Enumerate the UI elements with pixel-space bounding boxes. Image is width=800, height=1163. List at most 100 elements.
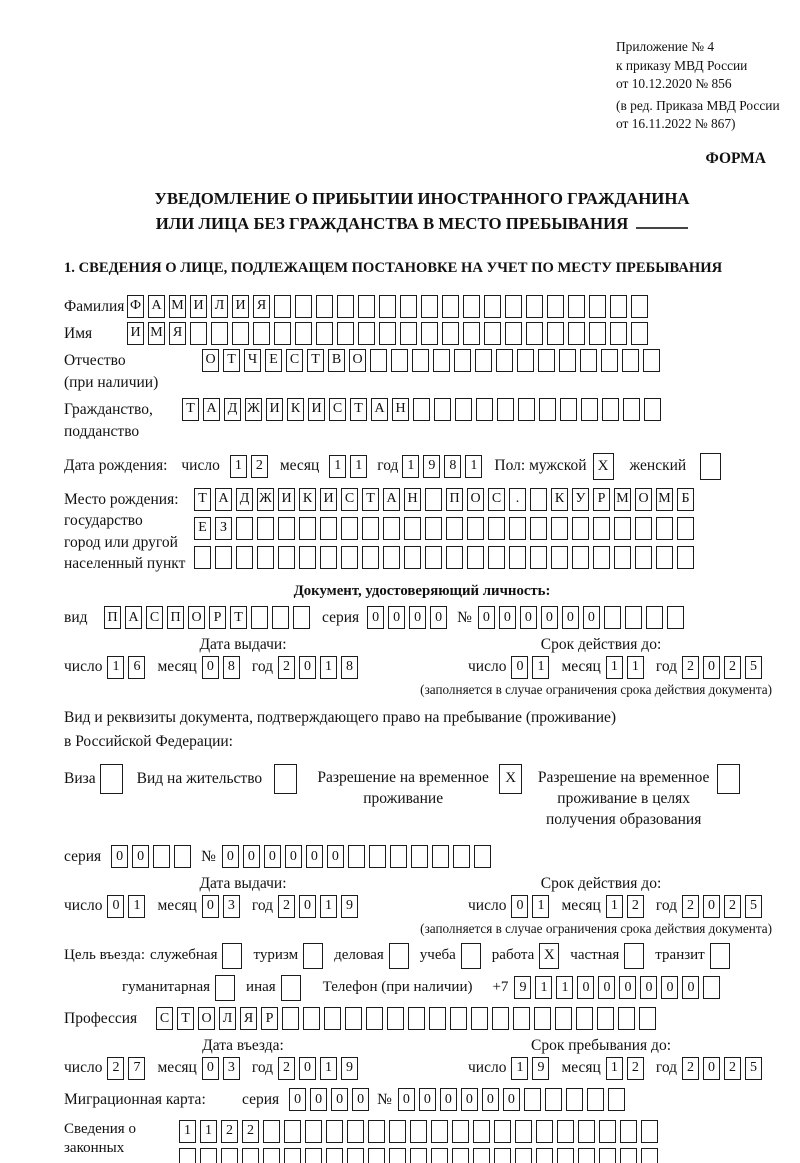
char-cell[interactable] [232, 321, 249, 345]
char-cell[interactable] [494, 1147, 511, 1163]
char-cell[interactable] [389, 845, 407, 869]
char-cell[interactable]: М [148, 321, 165, 345]
char-cell[interactable] [581, 397, 598, 421]
char-cell[interactable] [599, 1147, 616, 1163]
char-cell[interactable] [547, 321, 564, 345]
char-cell[interactable]: К [299, 487, 316, 511]
char-cell[interactable] [523, 1088, 541, 1112]
char-cell[interactable]: 2 [724, 894, 742, 918]
char-cell[interactable]: 1 [128, 894, 146, 918]
char-cell[interactable] [362, 516, 379, 540]
char-cell[interactable] [560, 397, 577, 421]
char-cell[interactable]: Н [404, 487, 421, 511]
char-cell[interactable] [455, 397, 472, 421]
char-cell[interactable] [421, 321, 438, 345]
char-cell[interactable] [517, 348, 534, 372]
char-cell[interactable]: 1 [320, 1056, 338, 1080]
char-cell[interactable] [515, 1119, 532, 1143]
char-cell[interactable] [475, 348, 492, 372]
char-cell[interactable]: 0 [263, 845, 281, 869]
char-cell[interactable]: Я [253, 294, 270, 318]
char-cell[interactable] [471, 1007, 488, 1031]
char-cell[interactable]: А [125, 606, 142, 630]
char-cell[interactable] [578, 1147, 595, 1163]
char-cell[interactable]: 0 [221, 845, 239, 869]
char-cell[interactable] [387, 1007, 404, 1031]
char-cell[interactable] [578, 1119, 595, 1143]
char-cell[interactable] [274, 321, 291, 345]
char-cell[interactable]: 1 [605, 894, 623, 918]
char-cell[interactable]: 2 [250, 454, 268, 478]
char-cell[interactable] [473, 1147, 490, 1163]
char-cell[interactable]: 0 [498, 606, 516, 630]
char-cell[interactable] [370, 348, 387, 372]
char-cell[interactable]: А [148, 294, 165, 318]
char-cell[interactable]: 1 [320, 894, 338, 918]
char-cell[interactable] [295, 321, 312, 345]
char-cell[interactable] [473, 845, 491, 869]
char-cell[interactable]: Б [677, 487, 694, 511]
char-cell[interactable] [601, 348, 618, 372]
char-cell[interactable] [337, 294, 354, 318]
char-cell[interactable]: 2 [221, 1119, 238, 1143]
char-cell[interactable]: 0 [640, 976, 658, 1000]
char-cell[interactable] [316, 294, 333, 318]
char-cell[interactable] [551, 545, 568, 569]
char-cell[interactable]: Т [350, 397, 367, 421]
char-cell[interactable] [610, 294, 627, 318]
char-cell[interactable] [509, 545, 526, 569]
char-cell[interactable] [643, 348, 660, 372]
char-cell[interactable]: А [383, 487, 400, 511]
char-cell[interactable]: 0 [299, 1056, 317, 1080]
char-cell[interactable]: 2 [626, 1056, 644, 1080]
char-cell[interactable]: 0 [326, 845, 344, 869]
char-cell[interactable] [656, 545, 673, 569]
char-cell[interactable] [452, 845, 470, 869]
char-cell[interactable]: 1 [532, 894, 550, 918]
char-cell[interactable] [488, 545, 505, 569]
char-cell[interactable] [284, 1119, 301, 1143]
char-cell[interactable]: Я [169, 321, 186, 345]
char-cell[interactable] [557, 1147, 574, 1163]
char-cell[interactable] [421, 294, 438, 318]
char-cell[interactable]: 6 [128, 655, 146, 679]
char-cell[interactable] [431, 1147, 448, 1163]
char-cell[interactable] [242, 1147, 259, 1163]
char-cell[interactable]: 0 [310, 1088, 328, 1112]
char-cell[interactable] [404, 545, 421, 569]
char-cell[interactable]: М [169, 294, 186, 318]
char-cell[interactable] [473, 1119, 490, 1143]
char-cell[interactable] [467, 516, 484, 540]
char-cell[interactable] [656, 516, 673, 540]
char-cell[interactable]: А [371, 397, 388, 421]
char-cell[interactable]: О [349, 348, 366, 372]
char-cell[interactable]: И [320, 487, 337, 511]
purpose-delovaya-checkbox[interactable] [388, 942, 409, 969]
char-cell[interactable] [408, 1007, 425, 1031]
char-cell[interactable] [622, 348, 639, 372]
char-cell[interactable]: И [266, 397, 283, 421]
char-cell[interactable] [677, 545, 694, 569]
char-cell[interactable] [368, 845, 386, 869]
char-cell[interactable] [572, 545, 589, 569]
char-cell[interactable] [580, 348, 597, 372]
char-cell[interactable] [452, 1119, 469, 1143]
purpose-sluzhebnaya-checkbox[interactable] [222, 942, 243, 969]
purpose-turizm-checkbox[interactable] [303, 942, 324, 969]
char-cell[interactable]: 8 [222, 655, 240, 679]
char-cell[interactable] [320, 516, 337, 540]
char-cell[interactable] [278, 545, 295, 569]
char-cell[interactable]: Л [219, 1007, 236, 1031]
char-cell[interactable]: 0 [201, 655, 219, 679]
char-cell[interactable] [379, 294, 396, 318]
char-cell[interactable] [614, 545, 631, 569]
char-cell[interactable]: К [287, 397, 304, 421]
char-cell[interactable] [551, 516, 568, 540]
char-cell[interactable]: 0 [409, 606, 427, 630]
char-cell[interactable] [559, 348, 576, 372]
char-cell[interactable] [623, 397, 640, 421]
char-cell[interactable] [326, 1119, 343, 1143]
purpose-rabota-checkbox[interactable]: X [539, 942, 560, 969]
char-cell[interactable] [589, 321, 606, 345]
char-cell[interactable]: Ж [245, 397, 262, 421]
